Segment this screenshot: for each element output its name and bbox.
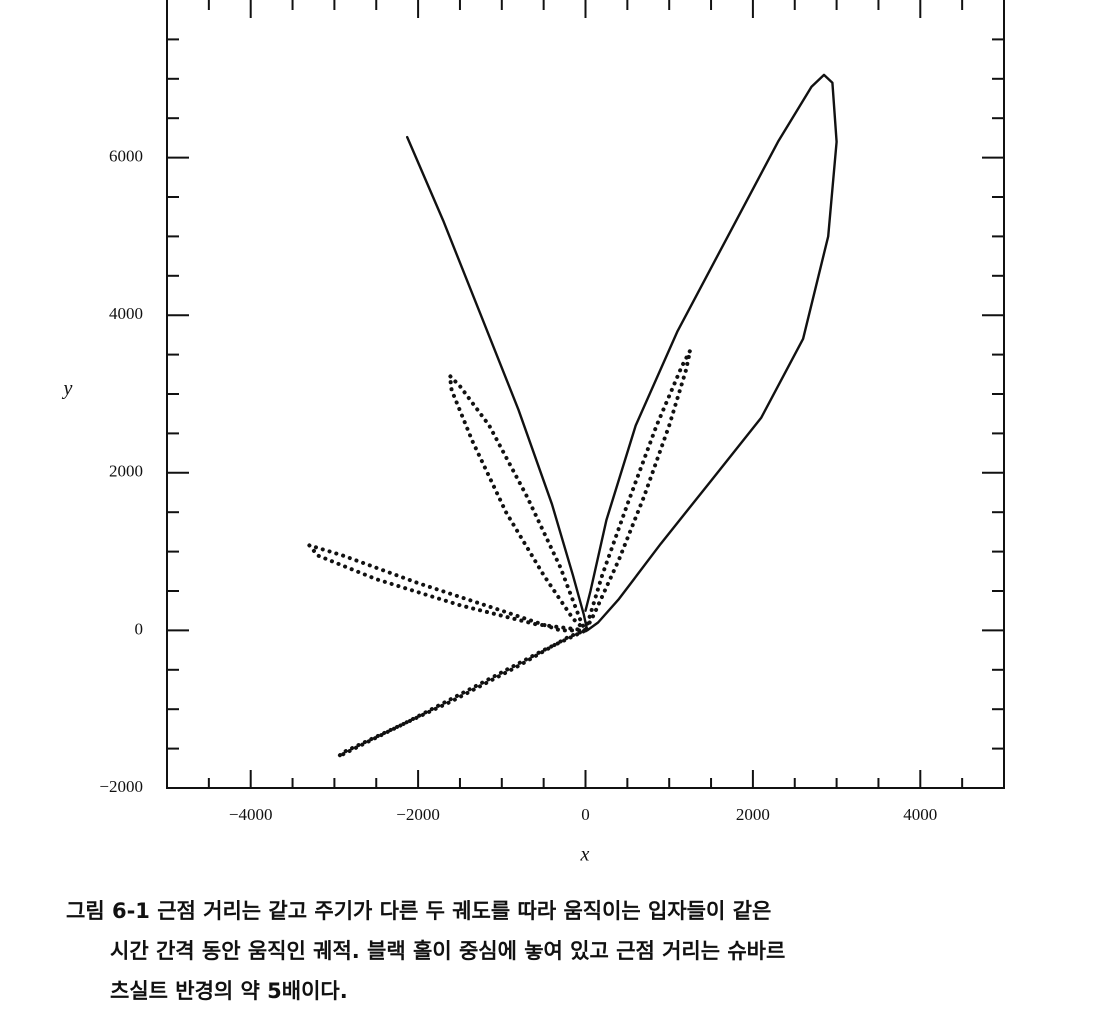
x-tick-label: −4000 bbox=[229, 805, 273, 824]
caption-line: 츠실트 반경의 약 5배이다. bbox=[110, 979, 348, 1003]
y-tick-label: 4000 bbox=[109, 304, 143, 323]
caption-line: 시간 간격 동안 움직인 궤적. 블랙 홀이 중심에 놓여 있고 근점 거리는 … bbox=[110, 939, 785, 963]
plot-frame bbox=[166, 0, 1005, 789]
trajectory bbox=[307, 348, 693, 759]
y-axis-label: y bbox=[62, 378, 73, 400]
y-tick-label: −2000 bbox=[99, 777, 143, 796]
x-tick-label: −2000 bbox=[396, 805, 440, 824]
x-tick-label: 2000 bbox=[736, 805, 770, 824]
y-tick-label: 0 bbox=[135, 619, 144, 638]
trajectory bbox=[406, 73, 838, 632]
x-tick-label: 4000 bbox=[903, 805, 937, 824]
y-tick-label: 6000 bbox=[109, 147, 143, 166]
caption-line: 그림 6-1 근점 거리는 같고 주기가 다른 두 궤도를 따라 움직이는 입자… bbox=[66, 899, 771, 923]
y-tick-label: 2000 bbox=[109, 462, 143, 481]
x-axis-label: x bbox=[580, 844, 590, 866]
x-tick-label: 0 bbox=[581, 805, 590, 824]
